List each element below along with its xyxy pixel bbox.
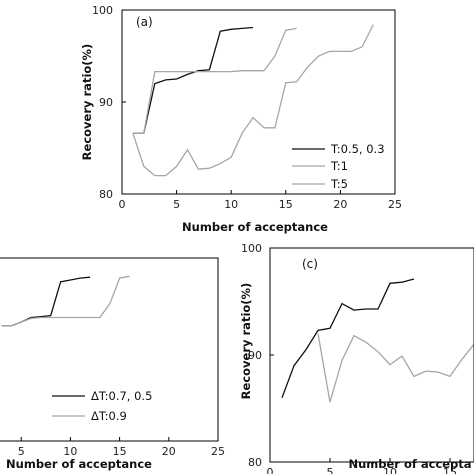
y-tick-label: 100 bbox=[92, 4, 113, 17]
series-line-3 bbox=[132, 24, 374, 177]
y-tick-label: 100 bbox=[241, 242, 262, 255]
series-line-2 bbox=[317, 333, 474, 403]
x-axis-label: Number of acceptance bbox=[6, 457, 152, 471]
legend-label-2: ΔT:0.9 bbox=[91, 409, 127, 423]
x-axis-label: Number of accepta bbox=[348, 457, 471, 471]
x-tick-label: 25 bbox=[211, 445, 225, 458]
x-tick-label: 20 bbox=[333, 198, 347, 211]
x-tick-label: 15 bbox=[113, 445, 127, 458]
x-tick-label: 20 bbox=[162, 445, 176, 458]
y-tick-label: 90 bbox=[99, 96, 113, 109]
chart-panel-3: 0 5 10 15 80 90 100 Number of accepta Recovery r… bbox=[239, 242, 474, 474]
legend: T:0.5, 0.3 T:1 T:5 bbox=[292, 142, 385, 191]
x-tick-label: 10 bbox=[383, 466, 397, 474]
x-axis-label: Number of acceptance bbox=[182, 220, 328, 234]
plot-frame bbox=[269, 247, 474, 463]
series-line-1 bbox=[281, 278, 415, 399]
y-axis-label: Recovery ratio(%) bbox=[80, 44, 94, 161]
series-line-2 bbox=[132, 27, 297, 134]
legend-label-1: ΔT:0.7, 0.5 bbox=[91, 389, 152, 403]
y-tick-label: 90 bbox=[248, 349, 262, 362]
x-tick-label: 0 bbox=[267, 466, 274, 474]
x-tick-label: 15 bbox=[443, 466, 457, 474]
y-tick-label: 80 bbox=[99, 188, 113, 201]
plot-frame bbox=[121, 9, 396, 195]
panel-label: (a) bbox=[136, 15, 153, 29]
legend-label-2: T:1 bbox=[330, 159, 348, 173]
y-tick-label: 80 bbox=[248, 456, 262, 469]
x-tick-label: 10 bbox=[224, 198, 238, 211]
series-line-1 bbox=[132, 26, 254, 134]
legend: ΔT:0.7, 0.5 ΔT:0.9 bbox=[52, 389, 152, 423]
chart-panel-2: 5 10 15 20 25 Number of acceptance ΔT:0.7, 0.5… bbox=[0, 257, 225, 471]
y-axis-label: Recovery ratio(%) bbox=[239, 283, 253, 400]
series-line-2 bbox=[1, 275, 130, 327]
series-line-1 bbox=[1, 276, 91, 327]
x-tick-label: 25 bbox=[388, 198, 402, 211]
x-tick-label: 5 bbox=[18, 445, 25, 458]
x-tick-label: 0 bbox=[119, 198, 126, 211]
x-tick-label: 5 bbox=[327, 466, 334, 474]
x-tick-label: 10 bbox=[63, 445, 77, 458]
chart-panel-1: 0 5 10 15 20 25 80 90 100 Number of acceptance Rec… bbox=[80, 4, 402, 234]
legend-label-1: T:0.5, 0.3 bbox=[330, 142, 385, 156]
x-tick-label: 5 bbox=[173, 198, 180, 211]
plot-frame bbox=[0, 257, 219, 442]
panel-label: (c) bbox=[302, 257, 318, 271]
legend-label-3: T:5 bbox=[330, 177, 348, 191]
x-tick-label: 15 bbox=[279, 198, 293, 211]
